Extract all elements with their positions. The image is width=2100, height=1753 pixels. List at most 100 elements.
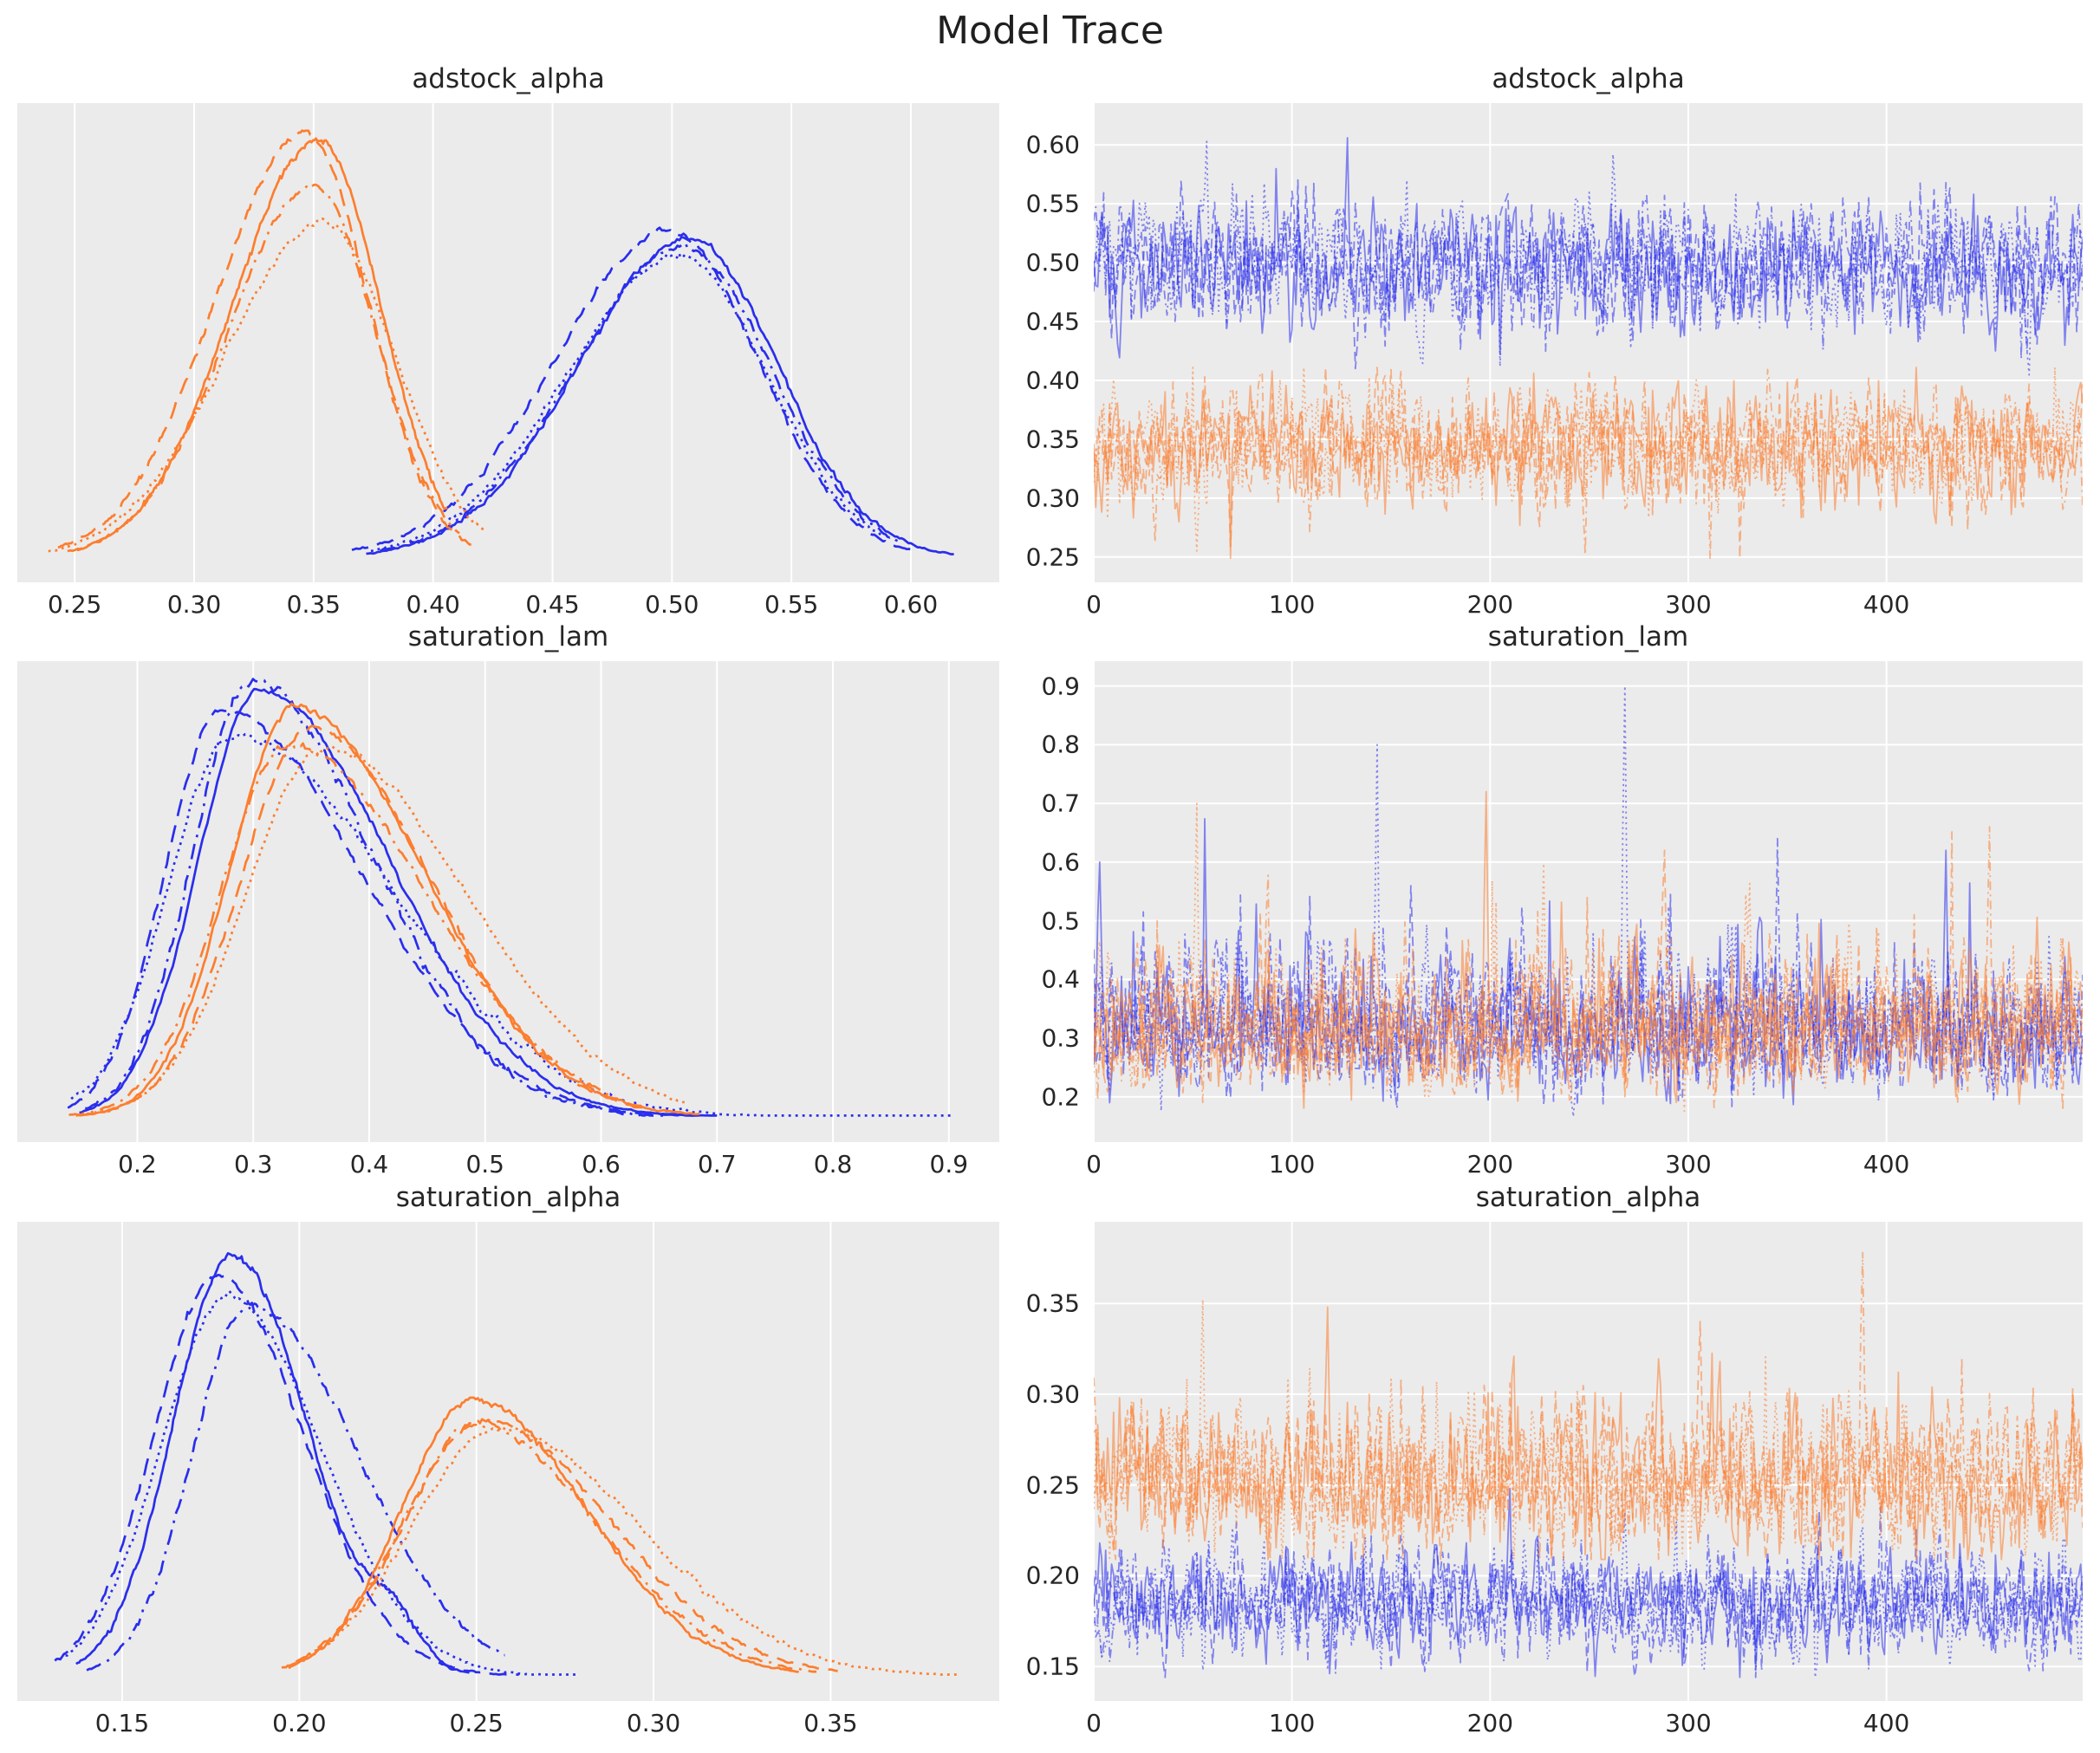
y-tick-label: 0.15 bbox=[1025, 1652, 1080, 1681]
series-saturation_alpha-trace-orange-dotted bbox=[1094, 1299, 2083, 1561]
x-tick-label: 0 bbox=[1086, 1709, 1102, 1737]
y-tick-label: 0.55 bbox=[1025, 189, 1080, 218]
x-tick-label: 0.50 bbox=[645, 590, 699, 619]
series-saturation_alpha-trace-blue-dotted bbox=[1094, 1511, 2083, 1678]
series-saturation_lam-trace-orange-dotted bbox=[1094, 802, 2083, 1113]
x-tick-label: 0.30 bbox=[166, 590, 222, 619]
series-saturation_lam-trace-orange-solid bbox=[1094, 790, 2083, 1109]
x-tick-label: 0.25 bbox=[449, 1709, 504, 1737]
x-tick-label: 0.15 bbox=[94, 1709, 150, 1737]
subplot-title: saturation_lam bbox=[1487, 621, 1689, 653]
x-tick-label: 0.7 bbox=[698, 1150, 737, 1178]
x-tick-label: 0.45 bbox=[525, 590, 580, 619]
x-tick-label: 0.5 bbox=[465, 1150, 504, 1178]
series-saturation_alpha-kde-blue-dashdot bbox=[86, 1302, 505, 1672]
plot-background bbox=[17, 1222, 999, 1701]
subplot-title: adstock_alpha bbox=[1492, 63, 1685, 94]
subplot-title: saturation_lam bbox=[407, 621, 609, 653]
x-tick-label: 300 bbox=[1665, 590, 1712, 619]
y-tick-label: 0.50 bbox=[1025, 248, 1080, 277]
x-tick-label: 0.40 bbox=[406, 590, 460, 619]
x-tick-label: 0.9 bbox=[929, 1150, 969, 1178]
gridlines bbox=[120, 1222, 832, 1701]
subplot-title: adstock_alpha bbox=[412, 63, 605, 94]
series-adstock_alpha-kde-orange-dashed bbox=[57, 129, 471, 549]
subplot-title: saturation_alpha bbox=[1475, 1182, 1701, 1213]
y-tick-label: 0.20 bbox=[1025, 1561, 1080, 1590]
y-tick-label: 0.45 bbox=[1025, 307, 1080, 336]
x-tick-label: 0.30 bbox=[626, 1709, 681, 1737]
series-saturation_alpha-trace-blue-dashdot bbox=[1094, 1506, 2083, 1678]
y-tick-label: 0.30 bbox=[1025, 1380, 1080, 1409]
series-adstock_alpha-kde-orange-dashdot bbox=[67, 183, 460, 553]
x-tick-label: 100 bbox=[1268, 590, 1316, 619]
series-adstock_alpha-trace-blue-dashdot bbox=[1094, 181, 2083, 360]
gridlines bbox=[136, 661, 950, 1142]
x-tick-label: 400 bbox=[1863, 1709, 1910, 1737]
x-tick-label: 400 bbox=[1863, 1150, 1910, 1178]
y-tick-label: 0.2 bbox=[1041, 1082, 1080, 1112]
plot-background bbox=[17, 103, 999, 582]
plot-canvas-saturation_lam-trace bbox=[1094, 661, 2083, 1142]
x-tick-label: 200 bbox=[1466, 1150, 1514, 1178]
x-tick-label: 0.8 bbox=[813, 1150, 853, 1178]
series-saturation_lam-kde-orange-dashdot bbox=[68, 742, 615, 1117]
y-tick-label: 0.9 bbox=[1041, 672, 1080, 701]
series-adstock_alpha-trace-blue-solid bbox=[1094, 137, 2083, 359]
plot-canvas-saturation_alpha-trace bbox=[1094, 1222, 2083, 1701]
x-tick-label: 0.20 bbox=[272, 1709, 327, 1737]
series-adstock_alpha-kde-blue-dashdot bbox=[380, 241, 905, 552]
x-tick-label: 0.25 bbox=[47, 590, 102, 619]
plot-background bbox=[1094, 103, 2083, 582]
series-adstock_alpha-kde-blue-dotted bbox=[370, 251, 883, 553]
y-tick-label: 0.25 bbox=[1025, 542, 1080, 572]
x-tick-label: 400 bbox=[1863, 590, 1910, 619]
y-tick-label: 0.3 bbox=[1041, 1023, 1080, 1053]
y-tick-label: 0.4 bbox=[1041, 964, 1080, 994]
x-tick-label: 0.55 bbox=[764, 590, 819, 619]
series-saturation_alpha-kde-orange-dashdot bbox=[281, 1419, 817, 1673]
plot-canvas-adstock_alpha-kde bbox=[17, 103, 999, 582]
series-adstock_alpha-kde-blue-solid bbox=[366, 236, 954, 555]
series-saturation_alpha-kde-blue-solid bbox=[75, 1252, 470, 1674]
plot-canvas-saturation_alpha-kde bbox=[17, 1222, 999, 1701]
series-saturation_lam-kde-orange-dashed bbox=[75, 724, 648, 1117]
y-tick-label: 0.35 bbox=[1025, 425, 1080, 454]
y-tick-label: 0.8 bbox=[1041, 730, 1080, 759]
series-saturation_lam-kde-blue-solid bbox=[79, 687, 718, 1117]
subplot-title: saturation_alpha bbox=[395, 1182, 621, 1213]
plot-canvas-saturation_lam-kde bbox=[17, 661, 999, 1142]
x-tick-label: 300 bbox=[1665, 1709, 1712, 1737]
x-tick-label: 0.3 bbox=[233, 1150, 273, 1178]
series-adstock_alpha-trace-blue-dashed bbox=[1094, 179, 2083, 370]
series-adstock_alpha-trace-orange-solid bbox=[1094, 367, 2083, 560]
series-saturation_alpha-kde-blue-dashed bbox=[54, 1273, 519, 1676]
x-tick-label: 0 bbox=[1086, 1150, 1102, 1178]
y-tick-label: 0.35 bbox=[1025, 1289, 1080, 1318]
x-tick-label: 0.6 bbox=[582, 1150, 621, 1178]
x-tick-label: 100 bbox=[1268, 1709, 1316, 1737]
y-tick-label: 0.30 bbox=[1025, 484, 1080, 513]
figure-suptitle: Model Trace bbox=[936, 9, 1164, 53]
series-saturation_alpha-trace-orange-dashdot bbox=[1094, 1251, 2083, 1561]
y-tick-label: 0.60 bbox=[1025, 130, 1080, 159]
y-tick-label: 0.7 bbox=[1041, 789, 1080, 818]
x-tick-label: 0.4 bbox=[349, 1150, 389, 1178]
x-tick-label: 0.35 bbox=[803, 1709, 858, 1737]
x-tick-label: 200 bbox=[1466, 590, 1514, 619]
series-saturation_lam-trace-orange-dashdot bbox=[1094, 826, 2083, 1112]
y-tick-label: 0.5 bbox=[1041, 906, 1080, 936]
series-saturation_lam-trace-orange-dashed bbox=[1094, 849, 2083, 1101]
series-saturation_lam-kde-blue-dashdot bbox=[85, 678, 666, 1117]
series-saturation_alpha-kde-orange-dashed bbox=[295, 1417, 838, 1672]
x-tick-label: 0.2 bbox=[118, 1150, 157, 1178]
y-tick-label: 0.40 bbox=[1025, 366, 1080, 395]
x-tick-label: 0.35 bbox=[286, 590, 341, 619]
y-tick-label: 0.25 bbox=[1025, 1471, 1080, 1500]
series-saturation_lam-kde-orange-solid bbox=[85, 702, 700, 1116]
series-adstock_alpha-kde-blue-dashed bbox=[351, 226, 914, 552]
plot-canvas-adstock_alpha-trace bbox=[1094, 103, 2083, 582]
x-tick-label: 0 bbox=[1086, 590, 1102, 619]
plot-background bbox=[17, 661, 999, 1142]
